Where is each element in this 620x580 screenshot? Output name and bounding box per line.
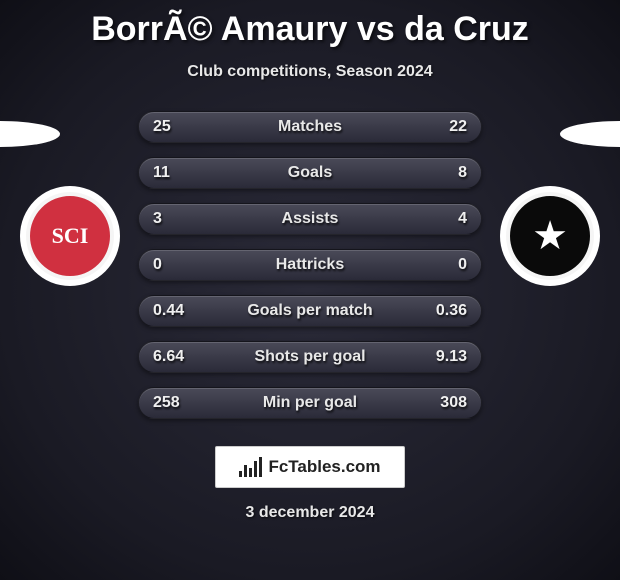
team-crest-left: SCI <box>20 186 120 286</box>
stat-row: 0.44 Goals per match 0.36 <box>138 295 482 327</box>
stat-right-value: 9.13 <box>436 348 467 366</box>
right-ellipse-decor <box>560 121 620 147</box>
stat-label: Min per goal <box>139 394 481 412</box>
stat-row: 3 Assists 4 <box>138 203 482 235</box>
team-crest-right: ★ <box>500 186 600 286</box>
stat-label: Shots per goal <box>139 348 481 366</box>
stat-left-value: 6.64 <box>153 348 184 366</box>
stat-right-value: 4 <box>458 210 467 228</box>
stat-left-value: 3 <box>153 210 162 228</box>
stat-left-value: 25 <box>153 118 171 136</box>
stat-left-value: 0.44 <box>153 302 184 320</box>
comparison-panel: SCI ★ 25 Matches 22 11 Goals 8 3 Assists… <box>0 111 620 451</box>
stat-label: Matches <box>139 118 481 136</box>
stat-rows: 25 Matches 22 11 Goals 8 3 Assists 4 0 H… <box>138 111 482 433</box>
stat-right-value: 308 <box>440 394 467 412</box>
crest-right-inner: ★ <box>506 192 594 280</box>
stat-row: 11 Goals 8 <box>138 157 482 189</box>
stat-row: 0 Hattricks 0 <box>138 249 482 281</box>
subtitle: Club competitions, Season 2024 <box>0 63 620 81</box>
stat-label: Assists <box>139 210 481 228</box>
stat-row: 6.64 Shots per goal 9.13 <box>138 341 482 373</box>
brand-box: FcTables.com <box>215 446 405 488</box>
brand-text: FcTables.com <box>268 457 380 477</box>
stat-right-value: 8 <box>458 164 467 182</box>
stat-left-value: 11 <box>153 164 170 182</box>
stat-left-value: 258 <box>153 394 180 412</box>
date-text: 3 december 2024 <box>0 504 620 522</box>
stat-right-value: 22 <box>449 118 467 136</box>
left-ellipse-decor <box>0 121 60 147</box>
stat-right-value: 0.36 <box>436 302 467 320</box>
star-icon: ★ <box>532 216 568 256</box>
stat-label: Goals <box>139 164 481 182</box>
crest-left-inner: SCI <box>26 192 114 280</box>
stat-label: Hattricks <box>139 256 481 274</box>
stat-left-value: 0 <box>153 256 162 274</box>
bar-chart-icon <box>239 457 262 477</box>
stat-right-value: 0 <box>458 256 467 274</box>
stat-label: Goals per match <box>139 302 481 320</box>
stat-row: 25 Matches 22 <box>138 111 482 143</box>
page-title: BorrÃ© Amaury vs da Cruz <box>0 0 620 49</box>
stat-row: 258 Min per goal 308 <box>138 387 482 419</box>
